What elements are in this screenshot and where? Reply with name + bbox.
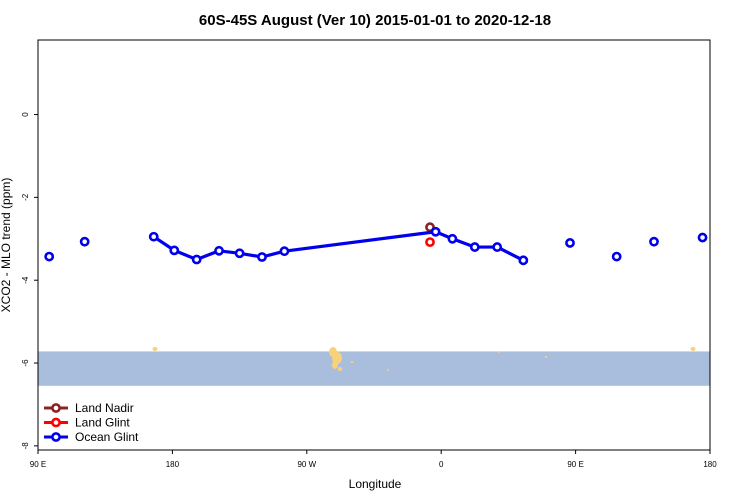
data-point xyxy=(430,226,441,237)
y-tick-label: 0 xyxy=(21,112,30,117)
legend-marker xyxy=(51,432,61,442)
land-patch xyxy=(338,367,342,371)
series-ocean-glint xyxy=(44,226,708,266)
data-point xyxy=(79,236,90,247)
land-patch xyxy=(544,356,548,358)
land-patch xyxy=(690,347,696,351)
data-point xyxy=(447,233,458,244)
x-tick-label: 180 xyxy=(166,460,180,469)
data-point xyxy=(191,254,202,265)
data-point xyxy=(565,238,575,248)
data-point xyxy=(169,245,180,256)
data-point xyxy=(492,242,503,252)
x-tick-label: 180 xyxy=(703,460,717,469)
land-patch xyxy=(498,351,500,353)
legend-marker xyxy=(51,403,61,413)
data-point xyxy=(697,232,708,243)
x-tick-label: 90 E xyxy=(567,460,583,469)
legend-label: Land Glint xyxy=(75,416,130,430)
data-point xyxy=(148,231,159,242)
land-patch xyxy=(350,361,354,363)
y-tick-label: -6 xyxy=(21,359,30,367)
data-point xyxy=(649,236,659,247)
data-point xyxy=(425,237,435,248)
legend-label: Ocean Glint xyxy=(75,430,139,444)
data-point xyxy=(518,255,529,266)
land-patch xyxy=(387,369,389,371)
data-point xyxy=(44,251,55,262)
legend-label: Land Nadir xyxy=(75,401,134,415)
data-point xyxy=(234,248,245,259)
y-tick-label: -8 xyxy=(21,442,30,450)
data-point xyxy=(279,246,290,257)
series-layer xyxy=(44,222,708,266)
legend-entry: Ocean Glint xyxy=(44,430,139,444)
data-point xyxy=(257,252,267,262)
chart-title: 60S-45S August (Ver 10) 2015-01-01 to 20… xyxy=(199,12,551,29)
series-line xyxy=(282,230,438,253)
data-point xyxy=(214,245,224,256)
legend-entry: Land Glint xyxy=(44,416,130,430)
legend-marker xyxy=(51,417,61,428)
x-tick-label: 0 xyxy=(439,460,444,469)
y-axis-label: XCO2 - MLO trend (ppm) xyxy=(0,178,13,313)
land-patch xyxy=(332,361,338,369)
data-point xyxy=(469,242,480,252)
ocean-band xyxy=(38,351,710,386)
x-axis: 90 E 180 90 W 0 90 E 180 xyxy=(30,450,717,469)
legend-entry: Land Nadir xyxy=(44,401,134,415)
data-point xyxy=(611,251,622,262)
x-tick-label: 90 W xyxy=(297,460,316,469)
map-band xyxy=(38,347,710,386)
y-tick-label: -2 xyxy=(21,193,30,201)
y-axis: 0 -2 -4 -6 -8 xyxy=(21,112,38,450)
series-land-glint xyxy=(425,237,435,248)
y-tick-label: -4 xyxy=(21,276,30,284)
land-patch xyxy=(152,347,158,351)
x-tick-label: 90 E xyxy=(30,460,46,469)
land-patch xyxy=(332,352,342,364)
plot-frame xyxy=(37,39,711,451)
x-axis-label: Longitude xyxy=(349,477,402,491)
